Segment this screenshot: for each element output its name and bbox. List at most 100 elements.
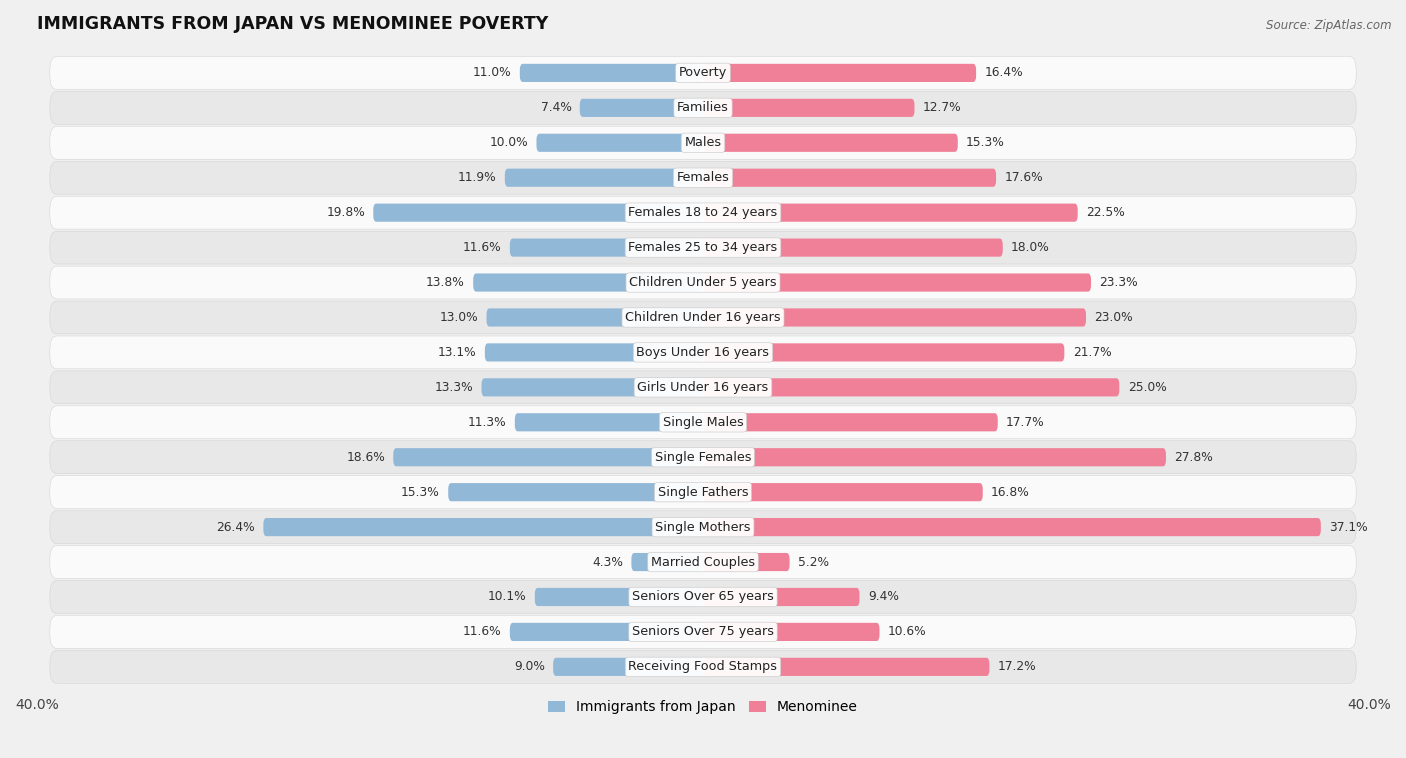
FancyBboxPatch shape xyxy=(631,553,703,571)
FancyBboxPatch shape xyxy=(505,168,703,186)
FancyBboxPatch shape xyxy=(485,343,703,362)
Text: Single Females: Single Females xyxy=(655,451,751,464)
FancyBboxPatch shape xyxy=(703,658,990,676)
FancyBboxPatch shape xyxy=(49,581,1357,613)
Text: 13.1%: 13.1% xyxy=(437,346,477,359)
FancyBboxPatch shape xyxy=(520,64,703,82)
FancyBboxPatch shape xyxy=(474,274,703,292)
FancyBboxPatch shape xyxy=(49,301,1357,334)
Text: 5.2%: 5.2% xyxy=(799,556,830,568)
Text: Girls Under 16 years: Girls Under 16 years xyxy=(637,381,769,394)
Text: 21.7%: 21.7% xyxy=(1073,346,1111,359)
FancyBboxPatch shape xyxy=(703,588,859,606)
Text: 22.5%: 22.5% xyxy=(1085,206,1125,219)
FancyBboxPatch shape xyxy=(49,511,1357,543)
FancyBboxPatch shape xyxy=(703,623,880,641)
Text: 17.2%: 17.2% xyxy=(998,660,1036,673)
Text: 18.6%: 18.6% xyxy=(346,451,385,464)
Text: 26.4%: 26.4% xyxy=(217,521,254,534)
FancyBboxPatch shape xyxy=(49,650,1357,683)
FancyBboxPatch shape xyxy=(49,476,1357,509)
FancyBboxPatch shape xyxy=(49,231,1357,264)
Text: 23.0%: 23.0% xyxy=(1094,311,1133,324)
Text: 10.6%: 10.6% xyxy=(887,625,927,638)
FancyBboxPatch shape xyxy=(703,448,1166,466)
Text: 11.3%: 11.3% xyxy=(468,416,506,429)
Text: 18.0%: 18.0% xyxy=(1011,241,1050,254)
FancyBboxPatch shape xyxy=(553,658,703,676)
Text: 19.8%: 19.8% xyxy=(326,206,366,219)
FancyBboxPatch shape xyxy=(49,336,1357,369)
FancyBboxPatch shape xyxy=(703,204,1077,222)
FancyBboxPatch shape xyxy=(49,266,1357,299)
FancyBboxPatch shape xyxy=(703,239,1002,257)
Text: 25.0%: 25.0% xyxy=(1128,381,1167,394)
Text: Single Males: Single Males xyxy=(662,416,744,429)
FancyBboxPatch shape xyxy=(579,99,703,117)
Text: 11.6%: 11.6% xyxy=(463,241,502,254)
Text: 37.1%: 37.1% xyxy=(1329,521,1368,534)
Text: Females 25 to 34 years: Females 25 to 34 years xyxy=(628,241,778,254)
FancyBboxPatch shape xyxy=(486,309,703,327)
Text: 10.0%: 10.0% xyxy=(489,136,529,149)
Text: Single Fathers: Single Fathers xyxy=(658,486,748,499)
Text: 11.6%: 11.6% xyxy=(463,625,502,638)
Text: Receiving Food Stamps: Receiving Food Stamps xyxy=(628,660,778,673)
Text: Single Mothers: Single Mothers xyxy=(655,521,751,534)
Text: 11.0%: 11.0% xyxy=(472,67,512,80)
Text: Females 18 to 24 years: Females 18 to 24 years xyxy=(628,206,778,219)
FancyBboxPatch shape xyxy=(510,239,703,257)
Text: Males: Males xyxy=(685,136,721,149)
FancyBboxPatch shape xyxy=(49,57,1357,89)
FancyBboxPatch shape xyxy=(703,483,983,501)
Text: 15.3%: 15.3% xyxy=(966,136,1005,149)
FancyBboxPatch shape xyxy=(703,133,957,152)
FancyBboxPatch shape xyxy=(703,553,790,571)
FancyBboxPatch shape xyxy=(449,483,703,501)
Text: 9.0%: 9.0% xyxy=(515,660,544,673)
FancyBboxPatch shape xyxy=(537,133,703,152)
FancyBboxPatch shape xyxy=(703,274,1091,292)
FancyBboxPatch shape xyxy=(703,518,1320,536)
FancyBboxPatch shape xyxy=(703,309,1085,327)
FancyBboxPatch shape xyxy=(703,343,1064,362)
Text: Boys Under 16 years: Boys Under 16 years xyxy=(637,346,769,359)
FancyBboxPatch shape xyxy=(703,99,914,117)
FancyBboxPatch shape xyxy=(703,378,1119,396)
Text: Married Couples: Married Couples xyxy=(651,556,755,568)
Text: 9.4%: 9.4% xyxy=(868,590,898,603)
FancyBboxPatch shape xyxy=(703,168,995,186)
Text: 27.8%: 27.8% xyxy=(1174,451,1213,464)
Text: Seniors Over 75 years: Seniors Over 75 years xyxy=(633,625,773,638)
Text: 15.3%: 15.3% xyxy=(401,486,440,499)
Text: 12.7%: 12.7% xyxy=(922,102,962,114)
Text: Families: Families xyxy=(678,102,728,114)
FancyBboxPatch shape xyxy=(481,378,703,396)
Text: Children Under 5 years: Children Under 5 years xyxy=(630,276,776,289)
FancyBboxPatch shape xyxy=(49,546,1357,578)
Text: 13.0%: 13.0% xyxy=(440,311,478,324)
FancyBboxPatch shape xyxy=(703,64,976,82)
Text: 7.4%: 7.4% xyxy=(540,102,571,114)
FancyBboxPatch shape xyxy=(49,615,1357,648)
Text: 11.9%: 11.9% xyxy=(458,171,496,184)
Text: Poverty: Poverty xyxy=(679,67,727,80)
FancyBboxPatch shape xyxy=(394,448,703,466)
FancyBboxPatch shape xyxy=(515,413,703,431)
Text: 13.3%: 13.3% xyxy=(434,381,474,394)
FancyBboxPatch shape xyxy=(49,406,1357,439)
Text: 4.3%: 4.3% xyxy=(592,556,623,568)
Text: Seniors Over 65 years: Seniors Over 65 years xyxy=(633,590,773,603)
Text: 13.8%: 13.8% xyxy=(426,276,465,289)
Text: Females: Females xyxy=(676,171,730,184)
Legend: Immigrants from Japan, Menominee: Immigrants from Japan, Menominee xyxy=(543,694,863,720)
Text: IMMIGRANTS FROM JAPAN VS MENOMINEE POVERTY: IMMIGRANTS FROM JAPAN VS MENOMINEE POVER… xyxy=(37,15,548,33)
Text: 16.8%: 16.8% xyxy=(991,486,1029,499)
Text: Children Under 16 years: Children Under 16 years xyxy=(626,311,780,324)
FancyBboxPatch shape xyxy=(49,92,1357,124)
FancyBboxPatch shape xyxy=(49,196,1357,229)
FancyBboxPatch shape xyxy=(534,588,703,606)
Text: Source: ZipAtlas.com: Source: ZipAtlas.com xyxy=(1267,19,1392,32)
FancyBboxPatch shape xyxy=(49,371,1357,404)
Text: 16.4%: 16.4% xyxy=(984,67,1024,80)
